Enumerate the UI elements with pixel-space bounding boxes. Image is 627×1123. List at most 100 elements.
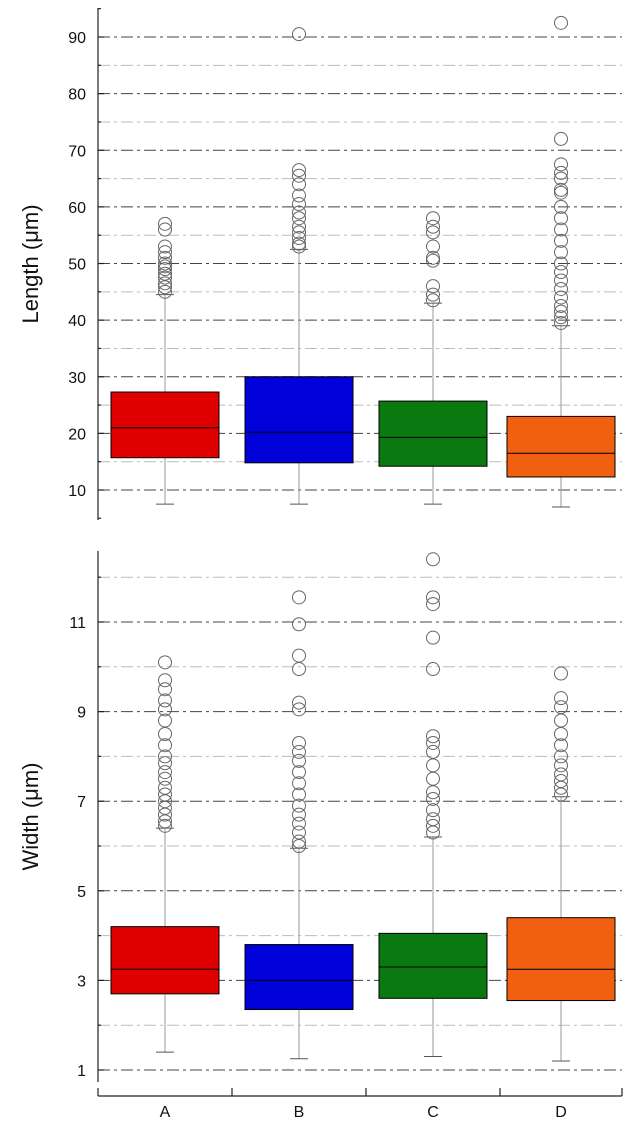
outlier-point — [158, 276, 172, 291]
x-category-label-B: B — [294, 1104, 305, 1121]
outlier-point — [158, 280, 172, 295]
iqr-box — [378, 400, 488, 467]
outlier-point — [292, 807, 306, 822]
width-panel: 1 3 5 7 9 11 Width (μm) — [18, 551, 622, 1082]
length-ytick-label: 70 — [68, 143, 86, 160]
outlier-point — [292, 735, 306, 750]
outlier-point — [426, 729, 440, 744]
outlier-point — [292, 765, 306, 780]
outlier-point — [158, 787, 172, 802]
width-axis-title: Width (μm) — [18, 762, 43, 870]
length-panel: 10 20 30 40 50 60 70 80 90 Length (μm) — [18, 8, 622, 520]
iqr-box — [506, 415, 616, 478]
outlier-point — [292, 177, 306, 192]
iqr-box — [244, 376, 354, 464]
outlier-point — [292, 219, 306, 234]
iqr-box — [110, 391, 220, 459]
outlier-point — [292, 617, 306, 632]
outlier-point — [426, 803, 440, 818]
width-box-A — [110, 655, 220, 1053]
shared-x-axis: A B C D — [97, 1088, 623, 1121]
outlier-point — [158, 262, 172, 277]
outlier-point — [554, 315, 568, 330]
outlier-point — [426, 818, 440, 833]
outlier-point — [426, 552, 440, 567]
outlier-point — [158, 682, 172, 697]
outlier-point — [426, 630, 440, 645]
outlier-point — [292, 205, 306, 220]
outlier-point — [158, 702, 172, 717]
outlier-point — [554, 199, 568, 214]
length-ytick-label: 90 — [68, 30, 86, 47]
outlier-point — [292, 168, 306, 183]
outlier-point — [426, 293, 440, 308]
width-ytick-label: 3 — [77, 973, 86, 990]
outlier-point — [292, 825, 306, 840]
outlier-point — [426, 287, 440, 302]
length-ytick-label: 10 — [68, 483, 86, 500]
iqr-box — [378, 932, 488, 999]
outlier-point — [554, 758, 568, 773]
outlier-point — [426, 812, 440, 827]
outlier-point — [158, 693, 172, 708]
outlier-point — [426, 735, 440, 750]
iqr-box — [244, 944, 354, 1011]
outlier-point — [426, 597, 440, 612]
length-box-D — [506, 15, 616, 508]
outlier-point — [292, 662, 306, 677]
outlier-point — [292, 753, 306, 768]
outlier-point — [554, 165, 568, 180]
outlier-point — [292, 648, 306, 663]
x-category-label-D: D — [555, 1104, 567, 1121]
outlier-point — [292, 163, 306, 178]
outlier-point — [554, 171, 568, 186]
outlier-point — [158, 771, 172, 786]
length-ytick-label: 60 — [68, 200, 86, 217]
outlier-point — [158, 245, 172, 260]
outlier-point — [426, 279, 440, 294]
width-ytick-label: 9 — [77, 705, 86, 722]
outlier-point — [554, 700, 568, 715]
outlier-point — [426, 590, 440, 605]
width-box-C — [378, 552, 488, 1058]
outlier-point — [426, 250, 440, 265]
width-box-B — [244, 590, 354, 1060]
outlier-point — [554, 310, 568, 325]
outlier-point — [426, 239, 440, 254]
width-ytick-label: 5 — [77, 884, 86, 901]
outlier-point — [554, 245, 568, 260]
outlier-point — [158, 749, 172, 764]
width-ytick-label: 11 — [69, 615, 86, 632]
outlier-point — [292, 239, 306, 254]
outlier-point — [158, 222, 172, 237]
outlier-point — [158, 266, 172, 281]
outlier-point — [158, 256, 172, 271]
outlier-point — [158, 216, 172, 231]
outlier-point — [554, 290, 568, 305]
width-ytick-label: 7 — [77, 794, 86, 811]
outlier-point — [554, 774, 568, 789]
outlier-point — [158, 270, 172, 285]
outlier-point — [554, 304, 568, 319]
outlier-point — [292, 197, 306, 212]
outlier-point — [158, 756, 172, 771]
length-box-C — [378, 211, 488, 505]
outlier-point — [426, 662, 440, 677]
outlier-point — [292, 816, 306, 831]
outlier-point — [292, 188, 306, 203]
iqr-box — [506, 917, 616, 1002]
outlier-point — [292, 744, 306, 759]
outlier-point — [554, 233, 568, 248]
outlier-point — [426, 771, 440, 786]
outlier-point — [158, 239, 172, 254]
outlier-point — [554, 738, 568, 753]
outlier-point — [426, 744, 440, 759]
length-ytick-label: 30 — [68, 370, 86, 387]
length-axis-title: Length (μm) — [18, 204, 43, 323]
outlier-point — [554, 767, 568, 782]
outlier-point — [554, 298, 568, 313]
outlier-point — [554, 691, 568, 706]
outlier-point — [292, 211, 306, 226]
outlier-point — [426, 219, 440, 234]
